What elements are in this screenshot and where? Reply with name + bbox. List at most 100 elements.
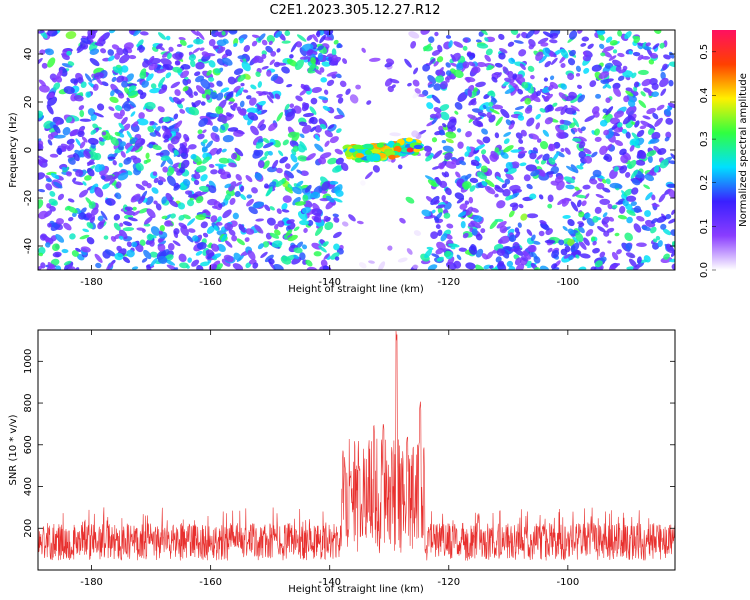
heatmap-cell — [599, 198, 611, 205]
heatmap-cell — [641, 56, 651, 60]
heatmap-cell — [261, 65, 269, 70]
heatmap-cell — [299, 220, 310, 226]
heatmap-cell — [221, 30, 226, 36]
heatmap-cell — [132, 210, 140, 217]
heatmap-cell — [149, 251, 159, 258]
heatmap-cell — [292, 145, 299, 152]
heatmap-cell — [266, 217, 276, 226]
heatmap-cell — [173, 228, 180, 235]
heatmap-cell — [49, 191, 56, 197]
heatmap-cell — [548, 84, 554, 91]
heatmap-cell — [217, 216, 222, 222]
heatmap-cell — [124, 206, 133, 211]
heatmap-cell — [235, 174, 242, 181]
heatmap-cell — [213, 45, 220, 50]
heatmap-cell — [372, 165, 380, 173]
heatmap-cell — [605, 143, 613, 152]
heatmap-cell — [303, 227, 308, 233]
heatmap-cell — [48, 92, 55, 99]
snr-y-label: SNR (10 * v/v) — [8, 414, 19, 485]
heatmap-cell — [53, 82, 61, 91]
heatmap-cell — [544, 60, 552, 68]
heatmap-cell — [457, 91, 468, 102]
heatmap-cell — [427, 264, 438, 270]
heatmap-cell — [445, 131, 457, 139]
heatmap-cell — [498, 52, 506, 60]
heatmap-cell — [214, 68, 221, 74]
heatmap-cell — [535, 113, 541, 120]
heatmap-cell — [247, 250, 256, 261]
heatmap-cell — [259, 123, 267, 131]
heatmap-cell — [670, 153, 675, 161]
snr-x-tick-label: -160 — [199, 577, 222, 588]
heatmap-cell — [95, 76, 103, 86]
heatmap-cell — [129, 145, 136, 152]
heatmap-cell — [208, 163, 215, 168]
heatmap-cell — [136, 118, 149, 126]
heatmap-cell — [481, 180, 488, 187]
heatmap-cell — [164, 259, 176, 266]
heatmap-cell — [297, 155, 308, 162]
heatmap-cell — [572, 117, 580, 128]
heatmap-cell — [549, 75, 555, 81]
heatmap-cell — [276, 208, 282, 215]
heatmap-cell — [293, 226, 300, 232]
heatmap-cell — [77, 130, 85, 138]
heatmap-cell — [649, 138, 660, 144]
heatmap-cell — [425, 196, 433, 203]
heatmap-cell — [659, 77, 669, 88]
heatmap-cell — [302, 112, 315, 118]
heatmap-cell — [38, 84, 50, 93]
heatmap-cell — [607, 203, 613, 210]
heatmap-cell — [166, 167, 175, 177]
heatmap-cell — [559, 124, 569, 131]
heatmap-cell — [205, 140, 214, 149]
heatmap-cell — [445, 70, 452, 76]
heatmap-cell — [38, 188, 46, 193]
heatmap-cell — [501, 183, 507, 189]
heatmap-cell — [157, 255, 168, 264]
heatmap-cell — [577, 127, 583, 134]
heatmap-cell — [47, 222, 52, 228]
heatmap-cell — [125, 145, 134, 154]
heatmap-cell — [551, 263, 558, 269]
heatmap-cell — [221, 258, 231, 267]
heatmap-cell — [193, 179, 200, 186]
heatmap-cell — [111, 76, 117, 83]
heatmap-cell — [290, 162, 299, 172]
heatmap-cell — [523, 174, 531, 182]
heatmap-cell — [172, 96, 182, 105]
heatmap-cell — [117, 92, 125, 99]
heatmap-cell — [183, 133, 190, 142]
heatmap-cell — [578, 151, 586, 159]
heatmap-cell — [440, 111, 450, 121]
heatmap-cell — [584, 115, 596, 122]
heatmap-cell — [73, 181, 84, 186]
heatmap-cell — [574, 186, 580, 192]
heatmap-cell — [366, 100, 372, 105]
heatmap-cell — [234, 191, 241, 198]
heatmap-cell — [232, 212, 239, 220]
heatmap-cell — [464, 200, 470, 205]
heatmap-cell — [87, 137, 99, 145]
heatmap-cell — [151, 187, 159, 194]
heatmap-cell — [520, 95, 530, 102]
heatmap-cell — [503, 145, 514, 153]
heatmap-cell — [79, 141, 86, 149]
heatmap-cell — [626, 216, 633, 224]
heatmap-cell — [520, 256, 529, 262]
heatmap-cell — [289, 103, 295, 109]
heatmap-cell — [311, 208, 323, 216]
heatmap-cell — [597, 226, 606, 233]
heatmap-cell — [524, 106, 533, 114]
heatmap-cell — [602, 178, 607, 184]
heatmap-cell — [174, 89, 181, 96]
heatmap-cell — [38, 246, 46, 255]
heatmap-cell — [227, 127, 239, 132]
heatmap-cell — [145, 158, 151, 163]
heatmap-cell — [122, 221, 133, 227]
heatmap-cell — [237, 74, 246, 82]
heatmap-cell — [444, 152, 453, 161]
heatmap-cell — [670, 249, 675, 257]
heatmap-cell — [107, 156, 116, 160]
